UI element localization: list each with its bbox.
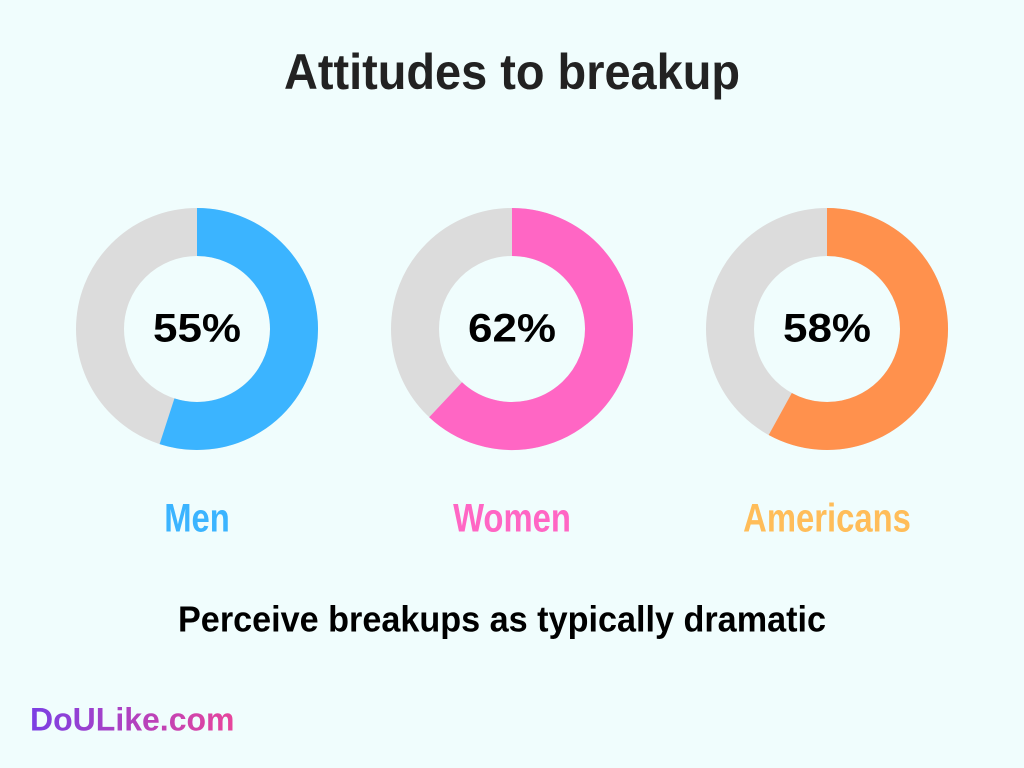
brand: DoULike.com: [30, 701, 234, 737]
category-label: Americans: [743, 497, 911, 541]
title: Attitudes to breakup: [284, 44, 740, 100]
donut-segment: [768, 208, 948, 450]
value-label: 55%: [153, 307, 241, 351]
donut-segment: [159, 208, 318, 450]
category-label: Women: [453, 497, 571, 541]
donut-segment: [429, 208, 633, 450]
value-label: 62%: [468, 307, 556, 351]
value-label: 58%: [783, 307, 871, 351]
category-label: Men: [164, 497, 230, 541]
caption: Perceive breakups as typically dramatic: [178, 599, 826, 640]
